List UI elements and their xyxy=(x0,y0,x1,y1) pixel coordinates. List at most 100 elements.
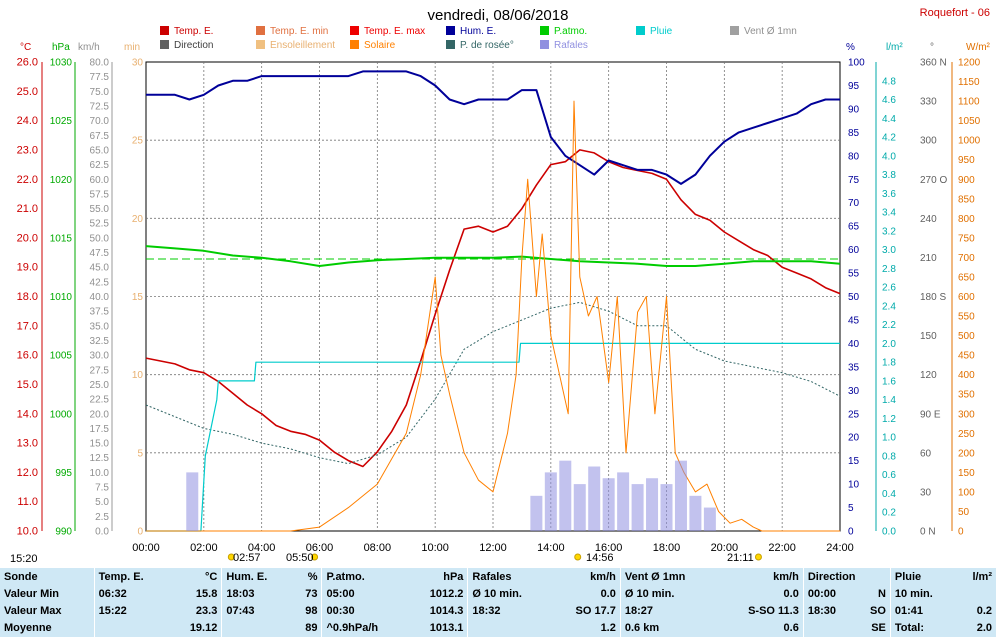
rafales-bar xyxy=(646,478,659,531)
cell: 19.12 xyxy=(170,619,222,637)
tick-label: 25.0 xyxy=(90,380,110,391)
tick-label: 45 xyxy=(848,315,860,326)
tick-label: 30 xyxy=(848,386,860,397)
tick-label: 990 xyxy=(55,527,72,538)
tick-label: 2.5 xyxy=(95,512,109,523)
legend-swatch xyxy=(160,26,169,35)
tick-label: 10 xyxy=(132,370,144,381)
tick-label: 0 xyxy=(958,527,964,538)
right-axes: 1009590858075706560555045403530252015105… xyxy=(848,58,981,538)
tick-label: 5 xyxy=(137,448,143,459)
cell: 0.0 xyxy=(550,585,621,603)
tick-label: 55.0 xyxy=(90,204,110,215)
cell: 00:00 xyxy=(802,585,856,603)
sun-icon xyxy=(754,553,762,561)
time-tick: 02:00 xyxy=(190,542,218,554)
hdr-rain: Pluie xyxy=(889,568,957,586)
cell: 2.0 xyxy=(956,619,996,637)
tick-label: 270 O xyxy=(920,175,947,186)
legend-label: Temp. E. min xyxy=(270,26,328,37)
legend-label: Hum. E. xyxy=(460,26,496,37)
time-tick: 06:00 xyxy=(306,542,334,554)
tick-label: 10 xyxy=(848,480,860,491)
tick-label: 52.5 xyxy=(90,219,110,230)
tick-label: 1000 xyxy=(958,136,981,147)
axis-unit: % xyxy=(846,42,855,53)
tick-label: 25 xyxy=(848,409,860,420)
tick-label: 1010 xyxy=(50,292,73,303)
tick-label: 15 xyxy=(848,456,860,467)
tick-label: 30.0 xyxy=(90,351,110,362)
tick-label: 800 xyxy=(958,214,975,225)
time-tick: 22:00 xyxy=(768,542,796,554)
tick-label: 2.2 xyxy=(882,320,896,331)
tick-label: 17.5 xyxy=(90,424,110,435)
time-tick: 24:00 xyxy=(826,542,854,554)
tick-label: 180 S xyxy=(920,292,946,303)
legend-label: Solaire xyxy=(364,40,396,51)
tick-label: 250 xyxy=(958,429,975,440)
tick-label: 650 xyxy=(958,272,975,283)
tick-label: 95 xyxy=(848,81,860,92)
cell: 18:03 xyxy=(221,585,293,603)
tick-label: 60 xyxy=(920,448,932,459)
cell: 1013.1 xyxy=(407,619,468,637)
cell: Total: xyxy=(889,619,957,637)
tick-label: 330 xyxy=(920,97,937,108)
tick-label: 40.0 xyxy=(90,292,110,303)
summary-row-min: Valeur Min 06:32 15.8 18:03 73 05:00 101… xyxy=(0,585,996,603)
time-tick: 04:00 xyxy=(248,542,276,554)
rafales-bar xyxy=(186,472,199,531)
tick-label: 1015 xyxy=(50,233,73,244)
tick-label: 23.0 xyxy=(17,144,38,156)
weather-chart: vendredi, 08/06/2018 Roquefort - 06 Temp… xyxy=(10,7,991,565)
tick-label: 27.5 xyxy=(90,365,110,376)
cell: 1014.3 xyxy=(407,602,468,620)
axis-unit: W/m² xyxy=(966,42,991,53)
row-label: Moyenne xyxy=(0,619,95,637)
tick-label: 11.0 xyxy=(17,496,38,508)
cell: 1012.2 xyxy=(407,585,468,603)
cell: 18:30 xyxy=(802,602,856,620)
tick-label: 1.6 xyxy=(882,376,896,387)
cell: 23.3 xyxy=(170,602,222,620)
cell: 0.6 km xyxy=(619,619,719,637)
tick-label: 24.0 xyxy=(17,115,38,127)
tick-label: 32.5 xyxy=(90,336,110,347)
tick-label: 70.0 xyxy=(90,116,110,127)
hdr-temp-unit: °C xyxy=(170,568,222,586)
time-tick: 08:00 xyxy=(364,542,392,554)
sun-icon xyxy=(574,553,582,561)
tick-label: 240 xyxy=(920,214,937,225)
legend-label: Ensoleillement xyxy=(270,40,335,51)
legend-swatch xyxy=(446,26,455,35)
tick-label: 350 xyxy=(958,390,975,401)
tick-label: 90 E xyxy=(920,409,941,420)
tick-label: 75.0 xyxy=(90,87,110,98)
tick-label: 18.0 xyxy=(17,291,38,303)
tick-label: 67.5 xyxy=(90,131,110,142)
cell xyxy=(956,585,996,603)
legend-label: Temp. E. max xyxy=(364,26,425,37)
tick-label: 20 xyxy=(132,214,144,225)
cell: 18:27 xyxy=(619,602,719,620)
tick-label: 4.4 xyxy=(882,114,896,125)
tick-label: 0.0 xyxy=(95,527,109,538)
tick-label: 22.5 xyxy=(90,395,110,406)
tick-label: 25.0 xyxy=(17,86,38,98)
tick-label: 300 xyxy=(958,409,975,420)
cell xyxy=(467,619,551,637)
axis-unit: ° xyxy=(930,42,934,53)
cell: 06:32 xyxy=(93,585,171,603)
tick-label: 0 xyxy=(137,527,143,538)
axis-units: °C hPa km/h min% l/m² ° W/m² xyxy=(20,42,991,53)
tick-label: 77.5 xyxy=(90,72,110,83)
sun-time: 21:11 xyxy=(727,552,754,564)
cell: 73 xyxy=(292,585,322,603)
tick-label: 15.0 xyxy=(90,439,110,450)
rafales-bar xyxy=(588,466,601,531)
tick-label: 0.0 xyxy=(882,527,896,538)
tick-label: 400 xyxy=(958,370,975,381)
legend-swatch xyxy=(730,26,739,35)
hdr-press-unit: hPa xyxy=(407,568,468,586)
